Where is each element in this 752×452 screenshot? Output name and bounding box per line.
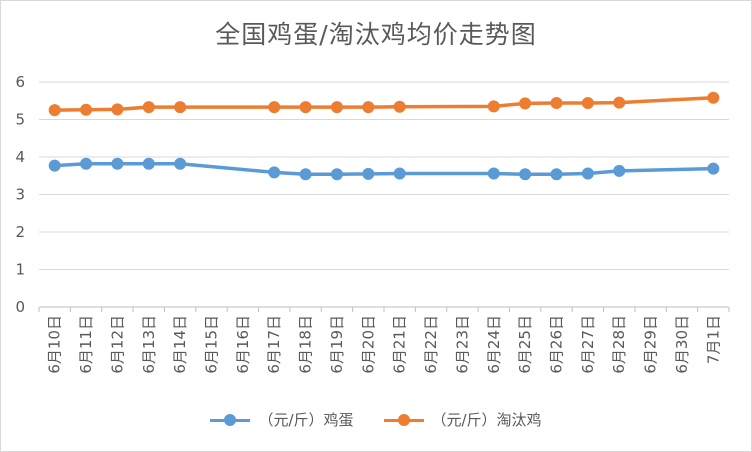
x-tick-label: 6月27日 bbox=[579, 315, 597, 374]
data-point bbox=[48, 159, 61, 172]
legend-label: （元/斤）淘汰鸡 bbox=[431, 411, 542, 429]
legend-swatch bbox=[210, 413, 251, 427]
legend-label: （元/斤）鸡蛋 bbox=[258, 411, 354, 429]
y-tick-label: 5 bbox=[15, 111, 25, 129]
y-tick-label: 1 bbox=[15, 261, 25, 279]
y-tick-label: 6 bbox=[15, 73, 25, 91]
data-point bbox=[613, 96, 626, 109]
data-point bbox=[111, 157, 124, 170]
x-tick-label: 6月26日 bbox=[548, 315, 566, 374]
data-point bbox=[707, 91, 720, 104]
data-point bbox=[393, 100, 406, 113]
data-point bbox=[80, 157, 93, 170]
x-tick-label: 6月10日 bbox=[46, 315, 64, 374]
y-tick-label: 0 bbox=[15, 298, 25, 316]
x-tick-label: 6月28日 bbox=[610, 315, 628, 374]
legend: （元/斤）鸡蛋 （元/斤）淘汰鸡 bbox=[1, 409, 751, 430]
legend-item: （元/斤）淘汰鸡 bbox=[383, 409, 542, 430]
data-point bbox=[299, 101, 312, 114]
data-point bbox=[142, 101, 155, 114]
x-tick-label: 6月14日 bbox=[171, 315, 189, 374]
data-point bbox=[581, 97, 594, 109]
x-tick-label: 6月18日 bbox=[297, 315, 315, 374]
data-point bbox=[268, 101, 281, 114]
data-point bbox=[362, 101, 375, 114]
data-point bbox=[330, 168, 343, 181]
data-point bbox=[362, 167, 375, 180]
data-point bbox=[174, 101, 187, 114]
x-tick-label: 7月1日 bbox=[704, 315, 722, 364]
y-tick-label: 3 bbox=[15, 186, 25, 204]
x-tick-label: 6月21日 bbox=[391, 315, 409, 374]
data-point bbox=[550, 97, 563, 109]
series-line-0 bbox=[52, 162, 716, 176]
x-tick-label: 6月30日 bbox=[673, 315, 691, 374]
x-tick-label: 6月12日 bbox=[108, 315, 126, 374]
x-tick-label: 6月23日 bbox=[453, 315, 471, 374]
series-line-1 bbox=[52, 96, 716, 112]
x-tick-label: 6月29日 bbox=[642, 315, 660, 374]
x-tick-label: 6月13日 bbox=[140, 315, 158, 374]
data-point bbox=[581, 167, 594, 180]
data-point bbox=[330, 101, 343, 114]
data-point bbox=[48, 104, 61, 117]
x-tick-label: 6月15日 bbox=[203, 315, 221, 374]
data-point bbox=[519, 97, 532, 110]
data-point bbox=[707, 162, 720, 175]
x-tick-label: 6月17日 bbox=[265, 315, 283, 374]
data-point bbox=[393, 167, 406, 180]
x-tick-label: 6月22日 bbox=[422, 315, 440, 374]
x-tick-label: 6月24日 bbox=[485, 315, 503, 374]
y-tick-label: 2 bbox=[15, 223, 25, 241]
x-tick-label: 6月25日 bbox=[516, 315, 534, 374]
data-point bbox=[487, 167, 500, 180]
data-point bbox=[550, 168, 563, 181]
y-tick-label: 4 bbox=[15, 148, 25, 166]
data-point bbox=[613, 164, 626, 177]
legend-swatch bbox=[383, 413, 424, 427]
chart-title: 全国鸡蛋/淘汰鸡均价走势图 bbox=[215, 20, 537, 49]
data-point bbox=[268, 166, 281, 179]
data-point bbox=[174, 157, 187, 170]
data-point bbox=[111, 103, 124, 116]
x-tick-label: 6月19日 bbox=[328, 315, 346, 374]
data-point bbox=[519, 168, 532, 181]
x-tick-label: 6月20日 bbox=[359, 315, 377, 374]
legend-item: （元/斤）鸡蛋 bbox=[210, 409, 354, 430]
x-tick-label: 6月11日 bbox=[77, 315, 95, 374]
x-tick-label: 6月16日 bbox=[234, 315, 252, 374]
data-point bbox=[142, 157, 155, 170]
data-point bbox=[299, 168, 312, 181]
data-point bbox=[80, 103, 93, 116]
data-point bbox=[487, 100, 500, 113]
